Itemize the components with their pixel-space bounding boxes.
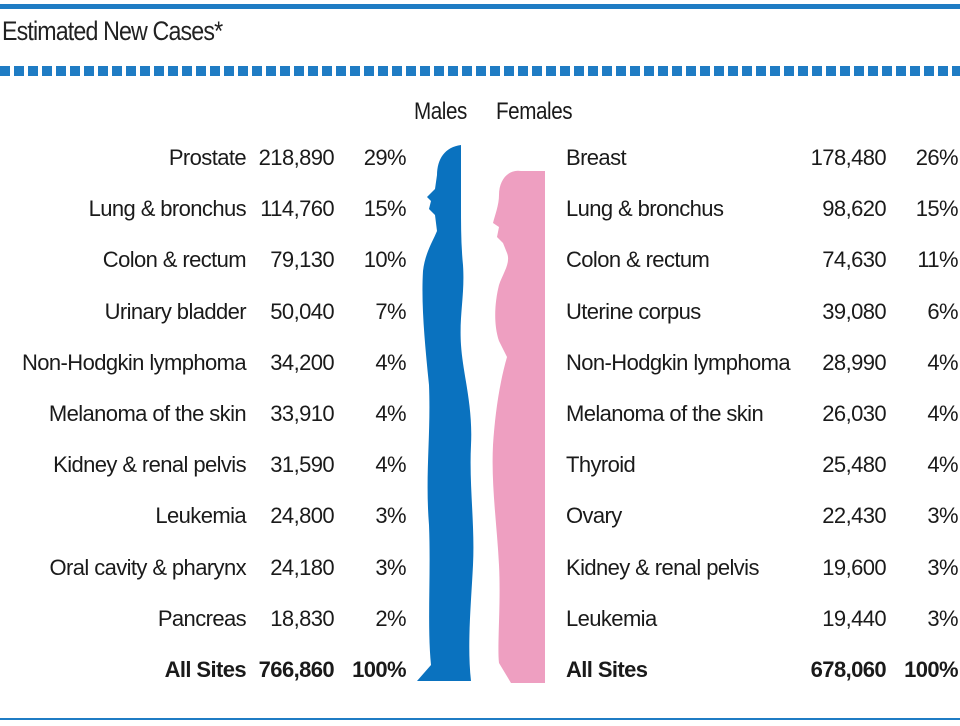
female-site-name: Kidney & renal pelvis [566, 555, 759, 580]
female-cases-value: 98,620 [822, 196, 886, 221]
male-site-name: All Sites [164, 657, 247, 682]
female-percent-value: 6% [927, 299, 958, 324]
male-cases-value: 18,830 [270, 606, 334, 631]
male-cases-value: 24,800 [270, 503, 334, 528]
female-site-name: Non-Hodgkin lymphoma [566, 350, 791, 375]
male-site-name: Prostate [168, 145, 247, 170]
male-cases-value: 31,590 [270, 452, 334, 477]
female-site-name: Colon & rectum [566, 247, 710, 272]
male-site-name: Urinary bladder [104, 299, 247, 324]
male-site-name: Oral cavity & pharynx [49, 555, 247, 580]
male-site-name: Melanoma of the skin [48, 401, 247, 426]
male-cases-value: 24,180 [270, 555, 334, 580]
table-row: Kidney & renal pelvis 31,590 4% Thyroid 25,4… [0, 452, 960, 486]
females-header: Females [496, 98, 573, 125]
female-percent-value: 15% [915, 196, 959, 221]
male-percent-value: 4% [375, 452, 406, 477]
female-cases-value: 22,430 [822, 503, 886, 528]
male-cases-value: 33,910 [270, 401, 334, 426]
female-percent-value: 100% [904, 657, 958, 682]
female-site-name: Lung & bronchus [566, 196, 724, 221]
male-cases-value: 79,130 [270, 247, 334, 272]
female-percent-value: 4% [927, 452, 958, 477]
page-title: Estimated New Cases* [2, 16, 223, 46]
female-silhouette-icon [492, 170, 545, 684]
male-site-name: Pancreas [157, 606, 247, 631]
male-percent-value: 4% [375, 350, 406, 375]
female-percent-value: 4% [927, 350, 958, 375]
female-site-name: Ovary [566, 503, 622, 528]
male-site-name: Kidney & renal pelvis [53, 452, 246, 477]
male-percent-value: 15% [363, 196, 407, 221]
female-percent-value: 3% [927, 606, 958, 631]
table-row: Colon & rectum 79,130 10% Colon & rectum 74,… [0, 247, 960, 281]
female-site-name: Leukemia [566, 606, 657, 631]
female-cases-value: 19,440 [822, 606, 886, 631]
female-site-name: Uterine corpus [566, 299, 701, 324]
female-percent-value: 3% [927, 555, 958, 580]
male-site-name: Non-Hodgkin lymphoma [22, 350, 247, 375]
top-rule [0, 4, 960, 9]
table-row: Prostate 218,890 29% Breast 178,480 26% [0, 145, 960, 179]
male-site-name: Lung & bronchus [88, 196, 247, 221]
female-cases-value: 25,480 [822, 452, 886, 477]
female-site-name: Breast [566, 145, 627, 170]
male-cases-value: 50,040 [270, 299, 334, 324]
totals-row: All Sites 766,860 100% All Sites 678,060 100% [0, 657, 960, 691]
female-site-name: Thyroid [566, 452, 636, 477]
dashed-divider [0, 66, 960, 76]
female-cases-value: 19,600 [822, 555, 886, 580]
male-cases-value: 114,760 [260, 196, 334, 221]
female-cases-value: 28,990 [822, 350, 886, 375]
female-percent-value: 3% [927, 503, 958, 528]
table-row: Urinary bladder 50,040 7% Uterine corpus 39,… [0, 299, 960, 333]
male-site-name: Leukemia [155, 503, 246, 528]
table-row: Melanoma of the skin 33,910 4% Melanoma of … [0, 401, 960, 435]
male-percent-value: 3% [375, 555, 406, 580]
male-percent-value: 10% [363, 247, 407, 272]
female-cases-value: 178,480 [810, 145, 887, 170]
silhouettes [417, 145, 545, 684]
female-site-name: All Sites [566, 657, 648, 682]
female-site-name: Melanoma of the skin [566, 401, 764, 426]
table-row: Oral cavity & pharynx 24,180 3% Kidney & re… [0, 555, 960, 589]
male-silhouette-icon [417, 145, 474, 681]
table-row: Lung & bronchus 114,760 15% Lung & bronchus… [0, 196, 960, 230]
table-row: Non-Hodgkin lymphoma 34,200 4% Non-Hodgkin … [0, 350, 960, 384]
table-row: Pancreas 18,830 2% Leukemia 19,440 3% [0, 606, 960, 640]
female-cases-value: 74,630 [822, 247, 886, 272]
male-percent-value: 3% [375, 503, 406, 528]
male-percent-value: 29% [363, 145, 407, 170]
male-percent-value: 100% [352, 657, 406, 682]
male-percent-value: 2% [375, 606, 406, 631]
table-row: Leukemia 24,800 3% Ovary 22,430 3% [0, 503, 960, 537]
female-percent-value: 11% [917, 247, 958, 272]
female-cases-value: 26,030 [822, 401, 886, 426]
female-cases-value: 39,080 [822, 299, 886, 324]
male-site-name: Colon & rectum [102, 247, 247, 272]
female-percent-value: 4% [927, 401, 958, 426]
males-header: Males [414, 98, 467, 125]
male-percent-value: 7% [375, 299, 406, 324]
male-percent-value: 4% [375, 401, 406, 426]
male-cases-value: 766,860 [258, 657, 335, 682]
male-cases-value: 218,890 [258, 145, 335, 170]
male-cases-value: 34,200 [270, 350, 334, 375]
bottom-rule [0, 718, 960, 720]
female-cases-value: 678,060 [810, 657, 887, 682]
female-percent-value: 26% [915, 145, 959, 170]
